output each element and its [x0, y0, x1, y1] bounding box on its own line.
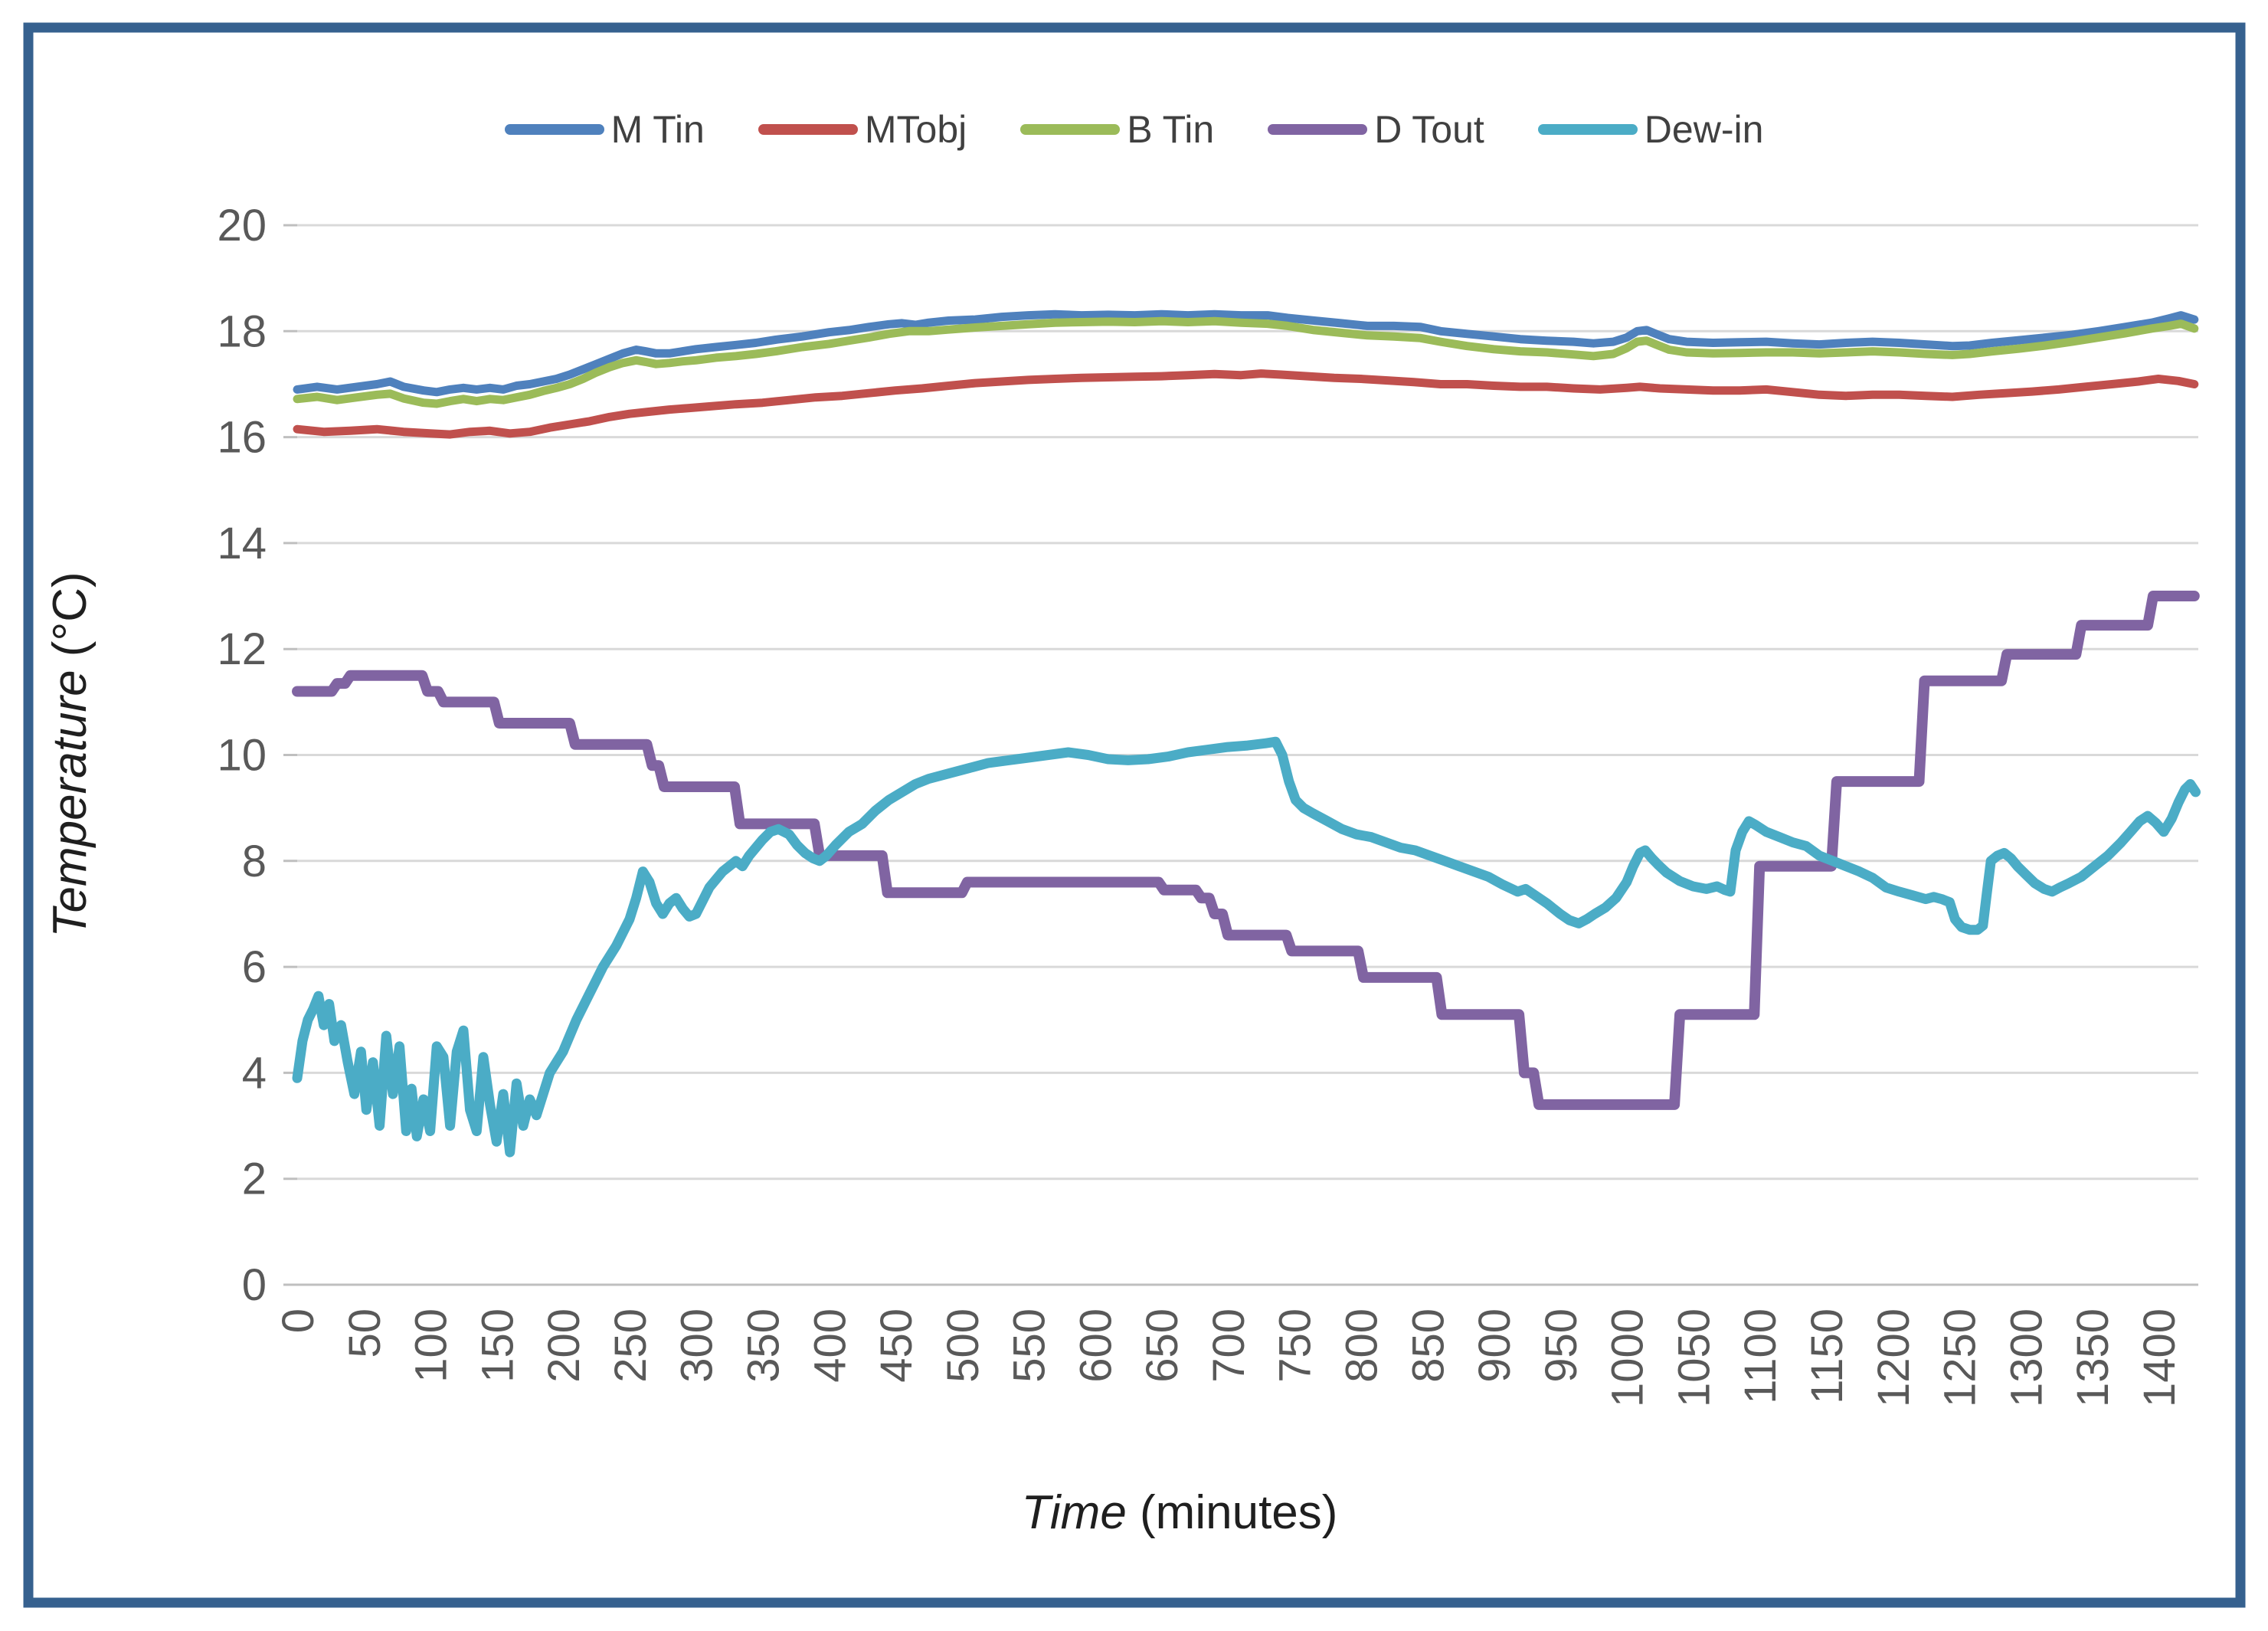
- y-tick-label-20: 20: [217, 201, 267, 251]
- y-tick-label-12: 12: [217, 624, 267, 674]
- x-tick-label-550: 550: [1005, 1308, 1055, 1383]
- series-line-d-tout: [292, 591, 2200, 1110]
- legend-item-mtobj: MTobj: [758, 107, 967, 152]
- legend-item-d-tout: D Tout: [1268, 107, 1484, 152]
- x-tick-label-650: 650: [1137, 1308, 1187, 1383]
- x-tick-label-200: 200: [539, 1308, 589, 1383]
- legend-label-d-tout: D Tout: [1374, 108, 1484, 151]
- legend-marker-mtobj: [758, 124, 858, 135]
- x-tick-label-1050: 1050: [1669, 1308, 1719, 1407]
- x-tick-label-900: 900: [1470, 1308, 1520, 1383]
- x-tick-label-800: 800: [1337, 1308, 1387, 1383]
- series-line-dew-in: [292, 736, 2201, 1158]
- legend-marker-m-tin: [504, 124, 604, 135]
- chart-outer-border: [23, 22, 2246, 1608]
- y-axis-title-word: Temperature: [44, 670, 97, 937]
- legend-marker-b-tin: [1020, 124, 1121, 135]
- legend-item-m-tin: M Tin: [504, 107, 705, 152]
- y-tick-marks: [283, 224, 297, 1286]
- y-tick-label-16: 16: [217, 413, 267, 463]
- y-tick-label-0: 0: [242, 1260, 267, 1310]
- y-axis-tick-labels: 0 2 4 6 8 10 12 14 16 18 20: [217, 201, 267, 1310]
- x-tick-label-600: 600: [1071, 1308, 1121, 1383]
- series-line-m-tin: [293, 309, 2199, 397]
- legend-marker-d-tout: [1268, 124, 1368, 135]
- legend-item-dew-in: Dew-in: [1537, 107, 1764, 152]
- x-tick-label-850: 850: [1403, 1308, 1453, 1383]
- x-tick-label-1100: 1100: [1736, 1308, 1785, 1404]
- x-tick-label-150: 150: [473, 1308, 522, 1383]
- series-line-b-tin: [293, 316, 2199, 408]
- x-tick-label-1150: 1150: [1802, 1308, 1852, 1404]
- x-tick-label-0: 0: [273, 1308, 323, 1333]
- x-tick-label-1250: 1250: [1936, 1308, 1985, 1407]
- x-tick-label-750: 750: [1271, 1308, 1321, 1383]
- y-tick-label-18: 18: [217, 306, 267, 356]
- x-axis-title-word: Time: [1022, 1486, 1127, 1539]
- x-axis-title-units: (minutes): [1127, 1486, 1338, 1539]
- x-tick-label-350: 350: [738, 1308, 788, 1383]
- x-tick-label-1300: 1300: [2001, 1308, 2051, 1407]
- series-lines: [292, 309, 2201, 1158]
- y-axis-title-units: (°C): [44, 572, 97, 670]
- y-tick-label-2: 2: [242, 1154, 267, 1204]
- x-tick-label-1400: 1400: [2135, 1308, 2185, 1407]
- x-axis-title: Time (minutes): [1022, 1486, 1338, 1539]
- legend: M Tin MTobj B Tin D Tout Dew-in: [0, 107, 2268, 152]
- x-tick-label-300: 300: [673, 1308, 722, 1383]
- legend-label-dew-in: Dew-in: [1644, 108, 1764, 151]
- y-tick-label-14: 14: [217, 519, 267, 568]
- x-tick-label-100: 100: [407, 1308, 457, 1383]
- x-tick-label-450: 450: [872, 1308, 921, 1383]
- series-line-mtobj: [293, 369, 2199, 439]
- x-axis-tick-labels: 0 50 100 150 200 250 300 350 400 450 500 550 600 650 7…: [273, 1308, 2185, 1407]
- y-tick-label-4: 4: [242, 1048, 267, 1098]
- x-tick-label-700: 700: [1204, 1308, 1254, 1383]
- legend-label-m-tin: M Tin: [610, 108, 705, 151]
- legend-marker-dew-in: [1537, 124, 1638, 135]
- x-tick-label-950: 950: [1537, 1308, 1586, 1383]
- legend-label-mtobj: MTobj: [864, 108, 967, 151]
- x-tick-label-1200: 1200: [1869, 1308, 1919, 1407]
- x-tick-label-400: 400: [805, 1308, 855, 1383]
- x-tick-label-1000: 1000: [1603, 1308, 1653, 1407]
- y-tick-label-6: 6: [242, 942, 267, 992]
- x-tick-label-50: 50: [340, 1308, 390, 1358]
- gridlines: [297, 224, 2198, 1286]
- y-tick-label-8: 8: [242, 837, 267, 886]
- x-tick-label-250: 250: [606, 1308, 656, 1383]
- y-axis-title: Temperature (°C): [44, 572, 97, 937]
- legend-item-b-tin: B Tin: [1020, 107, 1214, 152]
- legend-label-b-tin: B Tin: [1127, 108, 1215, 151]
- x-tick-label-1350: 1350: [2068, 1308, 2118, 1407]
- x-tick-label-500: 500: [938, 1308, 988, 1383]
- y-tick-label-10: 10: [217, 731, 267, 781]
